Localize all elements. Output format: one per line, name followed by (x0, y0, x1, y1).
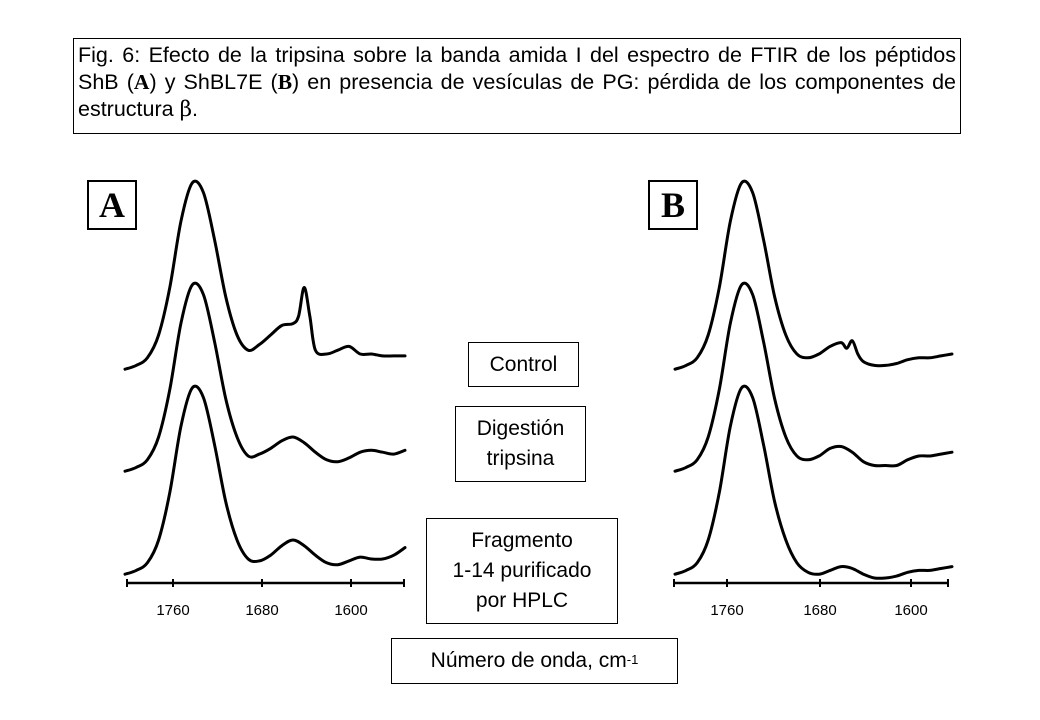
x-tick-label: 1760 (156, 602, 189, 619)
x-tick-label: 1680 (245, 602, 278, 619)
caption-text-2: ) y ShBL7E ( (149, 70, 278, 94)
caption-text-4: . (192, 97, 198, 121)
caption-panel-b-ref: B (277, 70, 293, 94)
legend-digestion-line2: tripsina (486, 447, 555, 470)
legend-fragment-line3: por HPLC (475, 589, 569, 612)
spectrum-line-a-3 (123, 384, 407, 576)
legend-fragment: Fragmento 1-14 purificado por HPLC (426, 518, 618, 624)
figure-caption: Fig. 6: Efecto de la tripsina sobre la b… (73, 38, 961, 134)
legend-digestion: Digestión tripsina (455, 406, 586, 482)
legend-control: Control (468, 342, 579, 387)
x-tick-label: 1760 (710, 602, 743, 619)
legend-control-text: Control (489, 352, 558, 376)
caption-beta: β (179, 97, 193, 122)
x-axis-title: Número de onda, cm -1 (391, 638, 678, 684)
legend-fragment-line2: 1-14 purificado (452, 559, 592, 582)
caption-text-1: Fig. 6: Efecto de la tripsina sobre la b… (78, 43, 956, 94)
spectrum-line-b-2 (673, 281, 954, 473)
x-axis-title-base: Número de onda, cm (430, 649, 627, 672)
x-axis-title-exponent: -1 (626, 651, 639, 667)
legend-digestion-line1: Digestión (476, 417, 565, 440)
legend-fragment-line1: Fragmento (471, 529, 573, 552)
spectrum-line-b-1 (673, 179, 954, 371)
panel-b-label: B (648, 180, 698, 230)
x-tick-label: 1600 (334, 602, 367, 619)
spectrum-line-a-2 (123, 281, 407, 473)
panel-a-label: A (87, 180, 137, 230)
x-tick-label: 1680 (803, 602, 836, 619)
caption-panel-a-ref: A (133, 70, 150, 94)
x-tick-label: 1600 (894, 602, 927, 619)
spectrum-line-b-3 (673, 384, 954, 580)
spectrum-line-a-1 (123, 179, 407, 371)
caption-text-3: ) en presencia de vesículas de PG: pérdi… (78, 70, 956, 121)
